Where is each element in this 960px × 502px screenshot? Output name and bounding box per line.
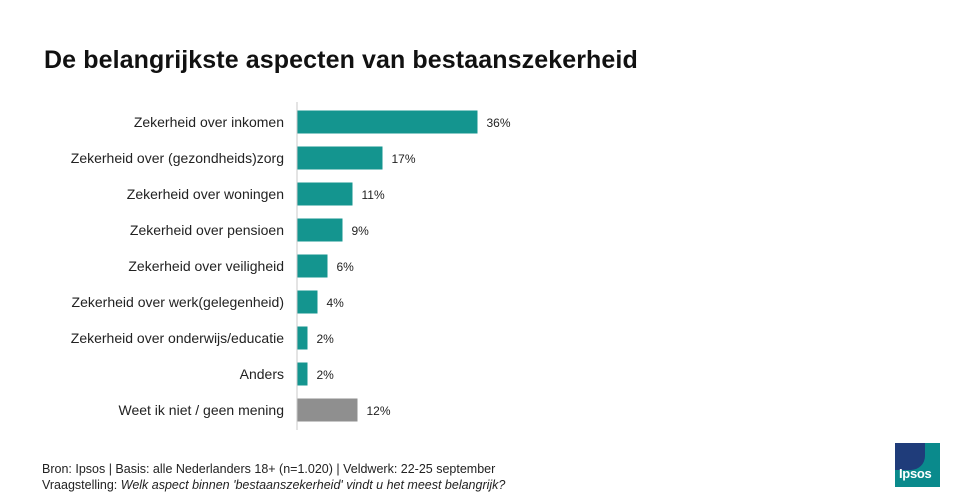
value-label: 6% [337, 260, 355, 274]
category-label: Zekerheid over werk(gelegenheid) [72, 294, 284, 310]
question-note: Vraagstelling: Welk aspect binnen 'besta… [42, 477, 505, 493]
value-label: 4% [327, 296, 345, 310]
logo-mark [895, 443, 925, 470]
value-label: 2% [317, 368, 335, 382]
category-label: Zekerheid over onderwijs/educatie [71, 330, 284, 346]
value-label: 11% [362, 188, 385, 202]
category-label: Weet ik niet / geen mening [118, 402, 284, 418]
value-label: 9% [352, 224, 370, 238]
logo-text: Ipsos [899, 466, 932, 481]
category-label: Anders [240, 366, 284, 382]
value-label: 36% [487, 116, 511, 130]
bar [297, 110, 478, 134]
bar-chart: Zekerheid over inkomen 36% Zekerheid over … [71, 102, 511, 430]
bar [297, 254, 328, 278]
category-label: Zekerheid over pensioen [130, 222, 284, 238]
bar [297, 182, 353, 206]
source-note: Bron: Ipsos | Basis: alle Nederlanders 1… [42, 462, 496, 476]
category-label: Zekerheid over veiligheid [128, 258, 284, 274]
category-label: Zekerheid over woningen [127, 186, 284, 202]
bar [297, 290, 318, 314]
category-label: Zekerheid over inkomen [134, 114, 284, 130]
bar [297, 398, 358, 422]
value-label: 12% [367, 404, 391, 418]
ipsos-logo: Ipsos [895, 443, 940, 487]
bar [297, 362, 308, 386]
chart-title: De belangrijkste aspecten van bestaansze… [44, 46, 638, 74]
value-label: 17% [392, 152, 416, 166]
footer: Bron: Ipsos | Basis: alle Nederlanders 1… [42, 461, 505, 493]
bar [297, 218, 343, 242]
bar [297, 326, 308, 350]
value-label: 2% [317, 332, 335, 346]
question-text: Welk aspect binnen 'bestaanszekerheid' v… [120, 478, 506, 492]
category-label: Zekerheid over (gezondheids)zorg [71, 150, 284, 166]
question-label: Vraagstelling: [42, 478, 121, 492]
bar [297, 146, 383, 170]
